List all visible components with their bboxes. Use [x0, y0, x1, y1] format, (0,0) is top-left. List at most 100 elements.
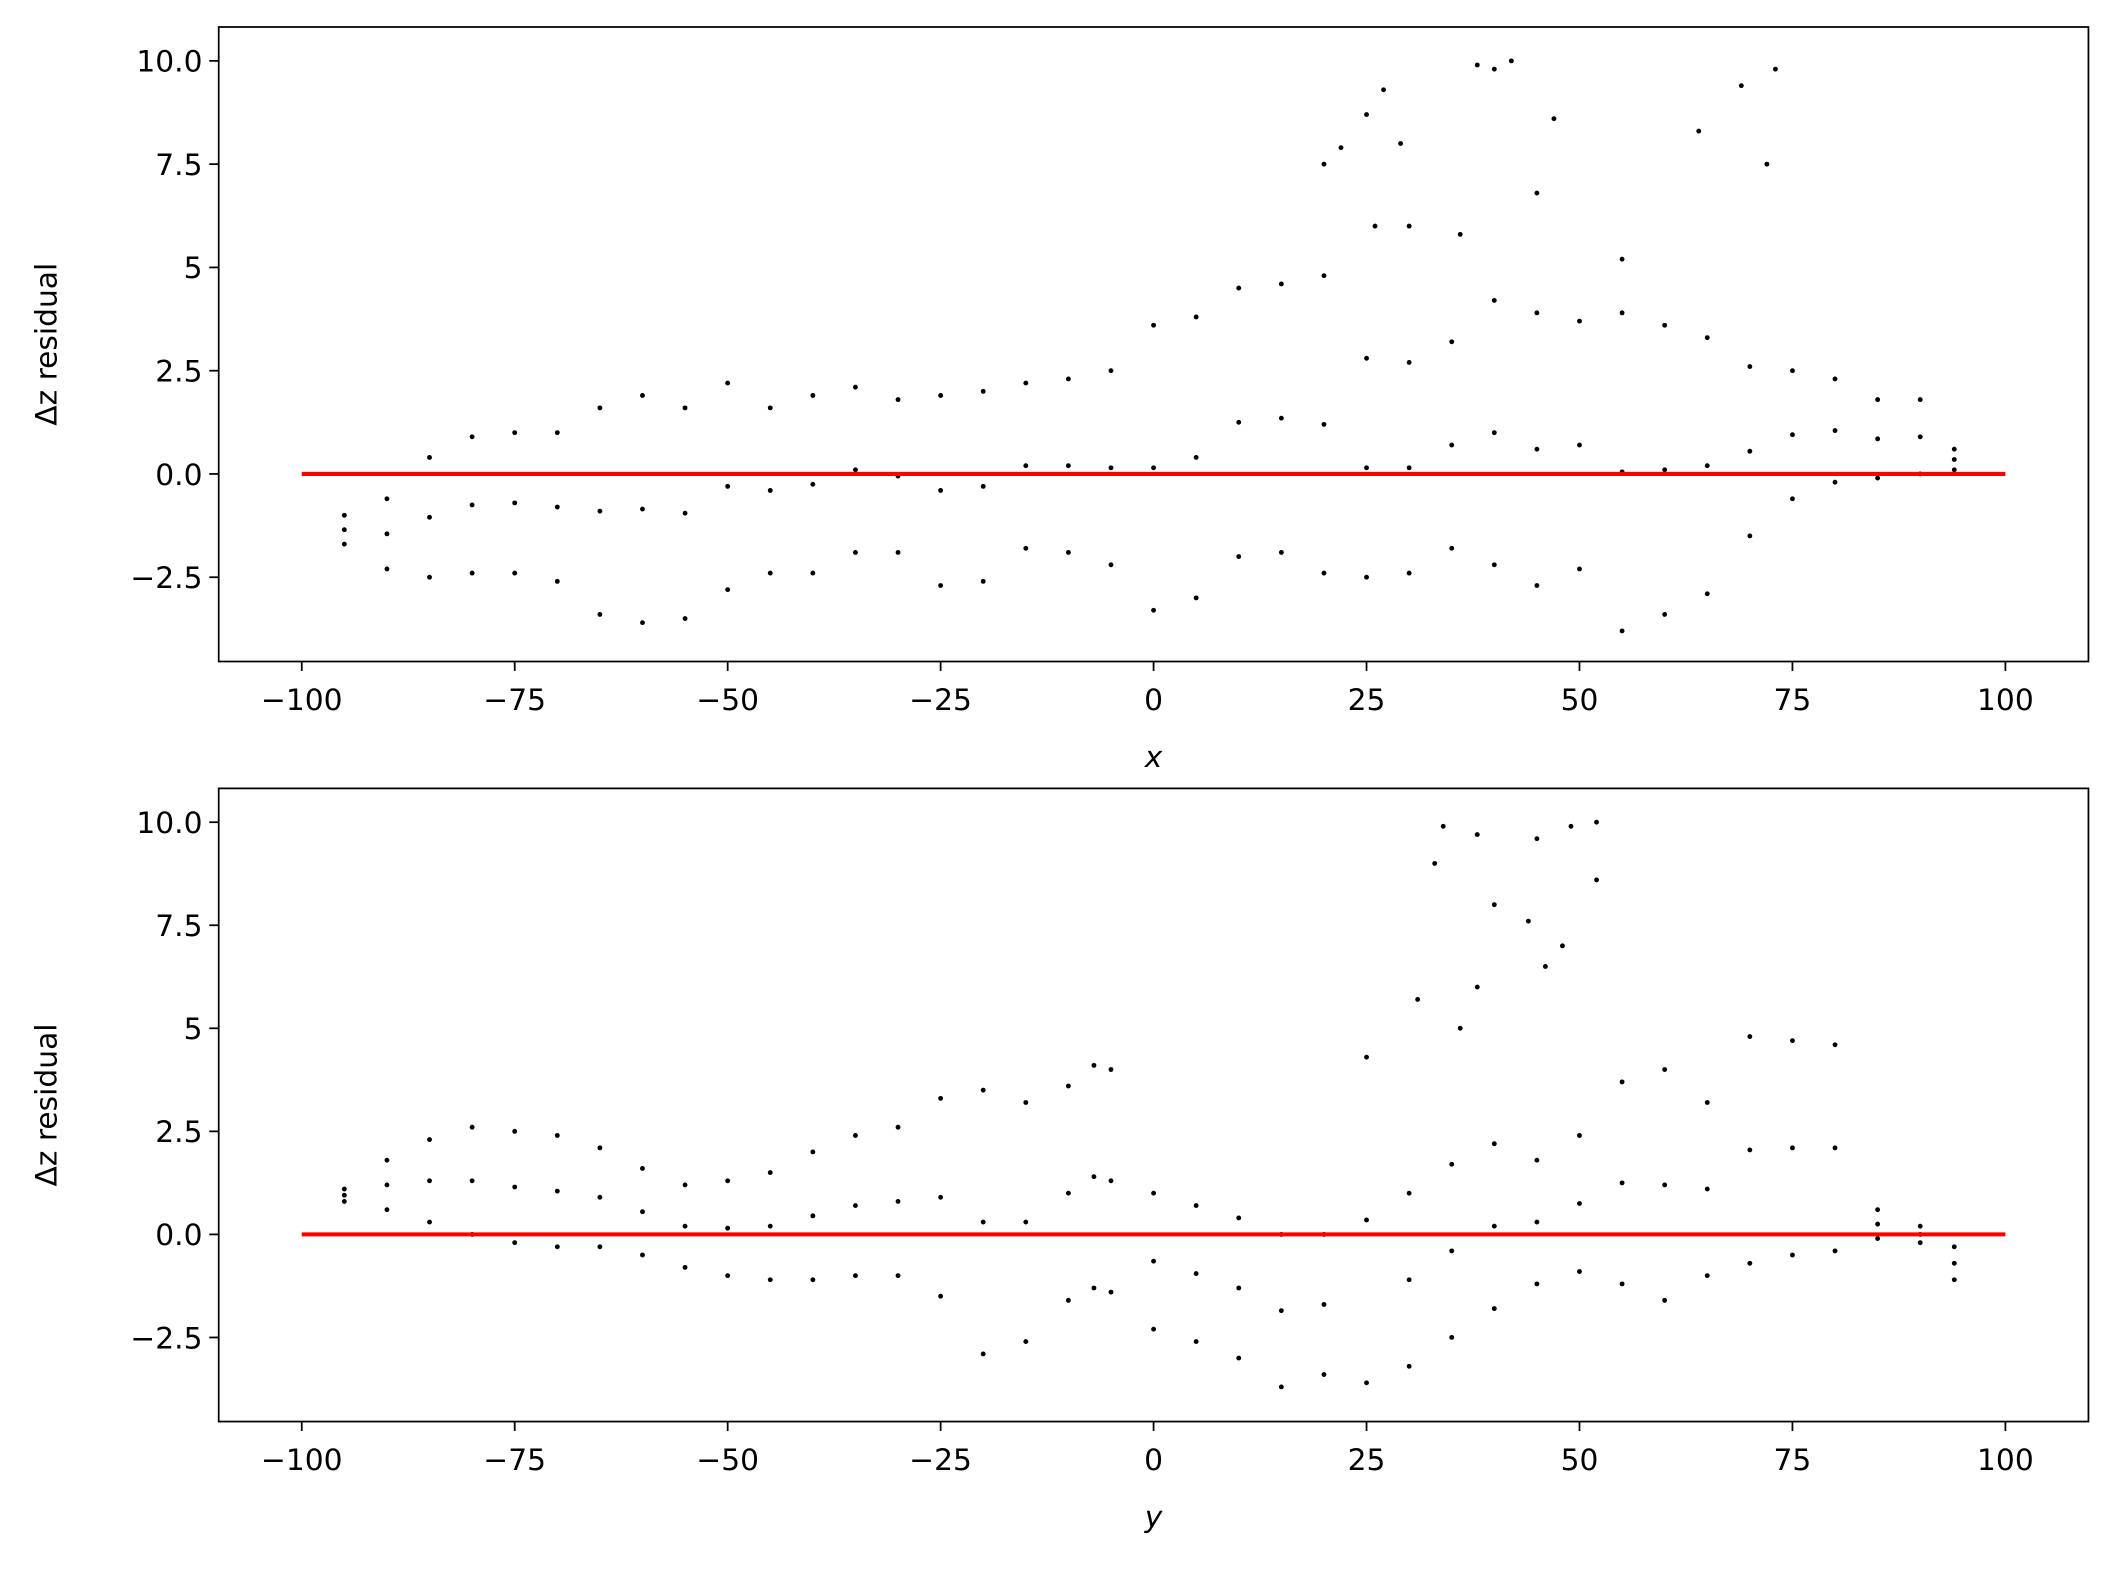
point — [938, 1194, 944, 1200]
point — [1747, 448, 1753, 454]
point — [1577, 1133, 1582, 1138]
point — [1193, 1203, 1199, 1208]
point — [1321, 421, 1327, 427]
point — [810, 393, 816, 398]
point — [1338, 145, 1344, 151]
point — [1790, 368, 1795, 374]
point — [597, 508, 603, 514]
point — [938, 393, 944, 398]
point — [1747, 1147, 1753, 1153]
point — [895, 1199, 901, 1204]
point — [554, 1244, 560, 1250]
point — [1372, 223, 1378, 229]
point — [980, 483, 986, 489]
point — [1619, 1079, 1625, 1085]
point — [682, 510, 688, 516]
point — [1193, 455, 1199, 460]
point — [810, 1213, 816, 1219]
point — [1449, 1335, 1455, 1340]
point — [767, 488, 773, 493]
point — [980, 1087, 986, 1093]
point — [1619, 1281, 1625, 1287]
point — [384, 1157, 390, 1163]
point — [1594, 819, 1599, 825]
point — [1491, 1306, 1497, 1312]
point — [1278, 550, 1284, 555]
point — [1398, 141, 1404, 146]
point — [1091, 1174, 1097, 1180]
y-tick-label: −2.5 — [130, 561, 202, 596]
y-tick-label: 0.0 — [155, 1218, 202, 1253]
x-tick-label: 50 — [1561, 683, 1599, 718]
point — [1832, 1145, 1838, 1151]
point — [1449, 442, 1455, 448]
point — [810, 1277, 816, 1283]
point — [1406, 570, 1412, 576]
point — [938, 1095, 944, 1101]
point — [1790, 496, 1795, 502]
point — [1364, 1054, 1369, 1060]
x-tick-label: 75 — [1774, 683, 1812, 718]
point — [895, 550, 901, 555]
point — [1875, 1221, 1881, 1227]
point — [1381, 87, 1386, 93]
point — [1321, 1372, 1327, 1377]
point — [597, 405, 603, 411]
point — [1449, 1161, 1455, 1167]
point — [1491, 430, 1497, 436]
point — [1704, 1100, 1710, 1105]
y-tick-label: 7.5 — [155, 909, 202, 944]
point — [1534, 190, 1540, 196]
point — [1491, 298, 1497, 303]
point — [1364, 1217, 1369, 1223]
point — [980, 1219, 986, 1225]
point — [341, 1199, 347, 1204]
point — [938, 488, 944, 493]
point — [1321, 570, 1327, 576]
point — [1023, 1339, 1029, 1345]
point — [1406, 465, 1412, 471]
point — [1091, 1285, 1097, 1291]
point — [1738, 83, 1744, 89]
point — [469, 1124, 475, 1130]
point — [640, 1252, 645, 1258]
point — [1696, 128, 1702, 134]
point — [767, 1277, 773, 1283]
point — [1108, 1289, 1114, 1295]
point — [341, 1186, 347, 1192]
point — [1534, 1281, 1540, 1287]
point — [384, 1207, 390, 1213]
point — [895, 1124, 901, 1130]
point — [1662, 1297, 1668, 1303]
x-tick-label: −75 — [483, 683, 546, 718]
point — [554, 430, 560, 436]
point — [427, 1137, 432, 1143]
point — [853, 1133, 858, 1138]
point — [1875, 436, 1881, 442]
plot-frame — [217, 26, 2090, 663]
point — [1594, 877, 1599, 883]
point — [1790, 1145, 1795, 1151]
point — [1662, 611, 1668, 617]
point — [1534, 446, 1540, 452]
point — [895, 397, 901, 403]
x-tick-label: −100 — [261, 683, 343, 718]
point — [1364, 355, 1369, 361]
point — [554, 1188, 560, 1194]
point — [1321, 273, 1327, 279]
y-tick-label: 0.0 — [155, 458, 202, 493]
point — [810, 1149, 816, 1155]
point — [1772, 66, 1778, 72]
x-tick-label: −100 — [261, 1443, 343, 1478]
point — [341, 512, 347, 518]
point — [1321, 1302, 1327, 1307]
point — [725, 1178, 731, 1184]
point — [427, 574, 432, 580]
point — [853, 550, 858, 555]
point — [341, 541, 347, 547]
point — [1951, 457, 1957, 462]
y-tick-label: −2.5 — [130, 1321, 202, 1356]
point — [1951, 467, 1957, 473]
point — [427, 1178, 432, 1184]
